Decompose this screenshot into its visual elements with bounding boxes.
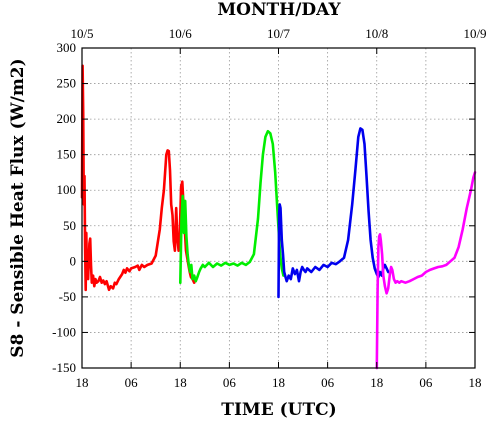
y-tick-label-0: -150: [52, 360, 76, 375]
y-tick-label-1: -100: [52, 324, 76, 339]
x-tick-label-3: 06: [223, 375, 237, 390]
series-layer: [80, 64, 477, 370]
series-line-3: [277, 127, 390, 299]
y-tick-label-2: -50: [59, 289, 76, 304]
top-axis-title: MONTH/DAY: [217, 0, 341, 20]
series-line-4: [375, 171, 477, 370]
y-tick-label-6: 150: [57, 147, 77, 162]
x-tick-label-0: 18: [76, 375, 89, 390]
top-tick-label-3: 10/8: [365, 26, 388, 41]
y-tick-label-4: 50: [63, 218, 76, 233]
x-tick-label-1: 06: [125, 375, 139, 390]
x-tick-label-7: 06: [419, 375, 433, 390]
x-tick-label-2: 18: [174, 375, 187, 390]
x-tick-label-6: 18: [370, 375, 383, 390]
y-tick-label-7: 200: [57, 111, 77, 126]
y-tick-label-8: 250: [57, 76, 77, 91]
y-tick-label-5: 100: [57, 182, 77, 197]
x-tick-label-8: 18: [469, 375, 482, 390]
top-tick-label-4: 10/9: [463, 26, 486, 41]
series-line-1: [80, 64, 196, 292]
ticks: -150 -100 -50 0 50 100 150 200 250 300 18 06 18 06 18 0…: [52, 26, 486, 390]
y-axis-title: S8 - Sensible Heat Flux (W/m2): [8, 58, 28, 357]
top-tick-label-2: 10/7: [267, 26, 291, 41]
y-tick-label-3: 0: [70, 253, 77, 268]
y-tick-label-9: 300: [57, 40, 77, 55]
x-tick-label-5: 06: [321, 375, 335, 390]
x-tick-label-4: 18: [272, 375, 285, 390]
top-tick-label-0: 10/5: [70, 26, 93, 41]
x-axis-title: TIME (UTC): [221, 400, 336, 420]
top-tick-label-1: 10/6: [169, 26, 193, 41]
series-line-2: [179, 129, 285, 284]
